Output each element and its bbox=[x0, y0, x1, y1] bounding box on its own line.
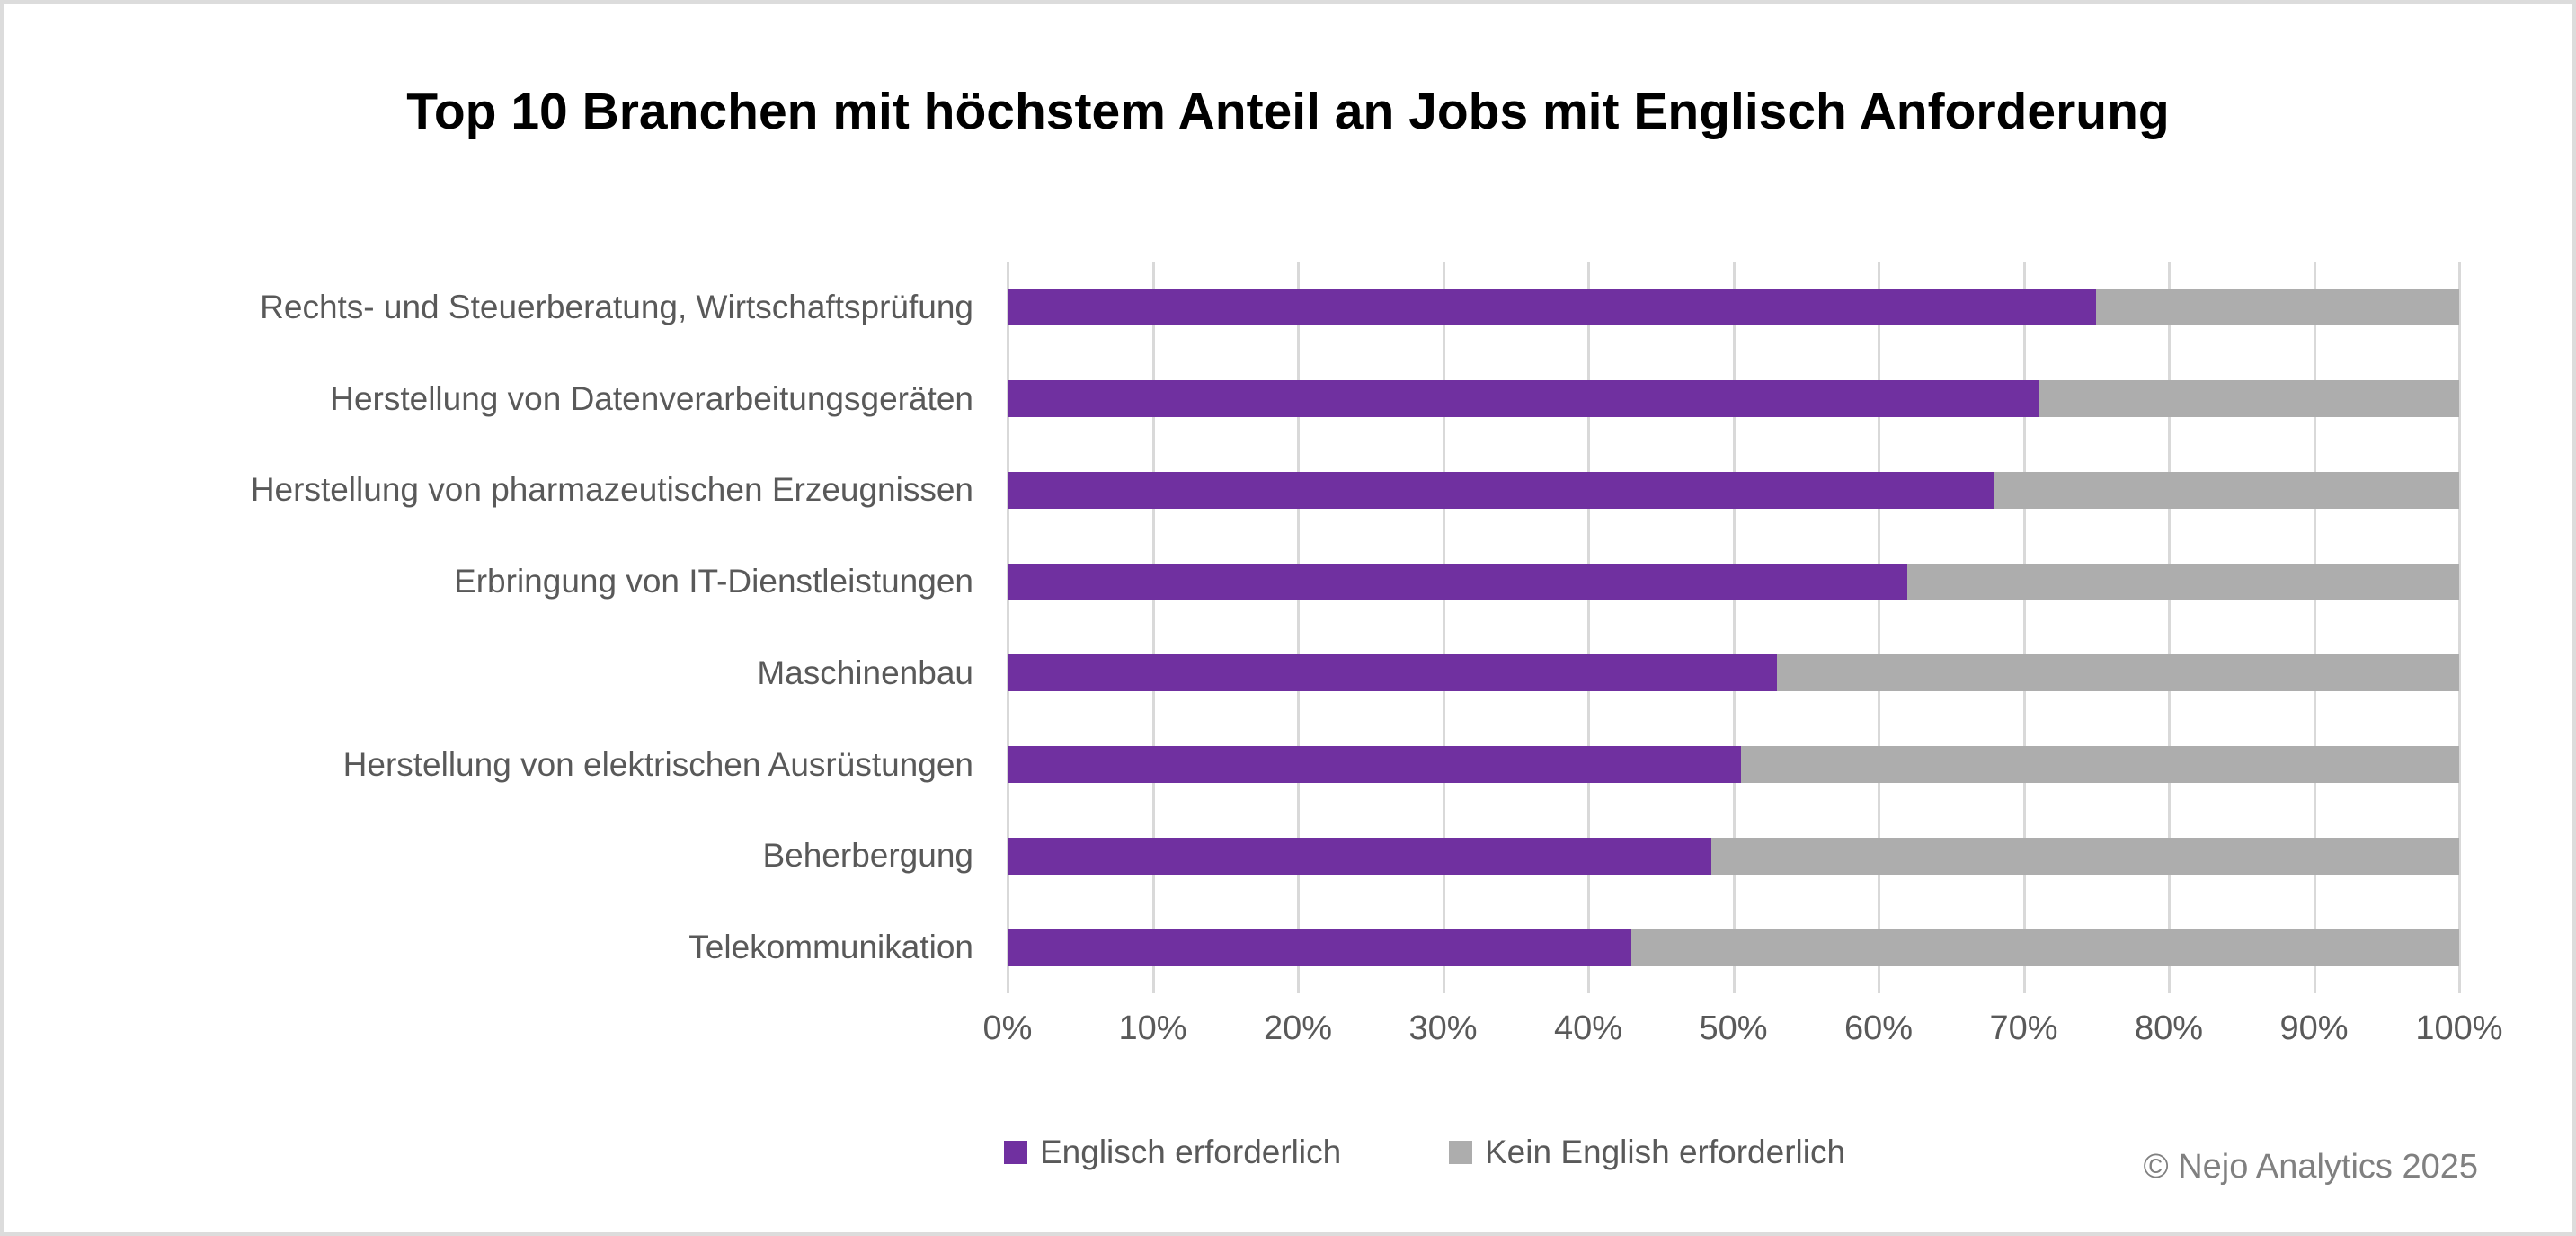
bar-track bbox=[1008, 471, 2459, 509]
x-tick-label: 30% bbox=[1408, 1009, 1478, 1047]
bar-segment-english-required bbox=[1008, 746, 1741, 784]
gridline bbox=[2313, 262, 2316, 993]
category-label: Rechts- und Steuerberatung, Wirtschaftsp… bbox=[260, 288, 973, 325]
bar-rows: Rechts- und Steuerberatung, Wirtschaftsp… bbox=[4, 262, 2459, 993]
gridline bbox=[1297, 262, 1300, 993]
plot-area bbox=[1007, 262, 2461, 993]
legend-swatch-icon bbox=[1449, 1141, 1472, 1164]
bar-segment-no-english-required bbox=[1740, 746, 2459, 784]
category-label: Herstellung von elektrischen Ausrüstunge… bbox=[342, 745, 973, 783]
bar-segment-english-required bbox=[1008, 929, 1632, 966]
gridline bbox=[1878, 262, 1880, 993]
copyright-note: © Nejo Analytics 2025 bbox=[2143, 1148, 2478, 1186]
gridline bbox=[2022, 262, 2026, 993]
bar-segment-english-required bbox=[1008, 380, 2039, 418]
bar-segment-english-required bbox=[1008, 837, 1712, 875]
category-label: Erbringung von IT-Dienstleistungen bbox=[454, 563, 973, 600]
bar-segment-english-required bbox=[1008, 563, 1908, 600]
legend-label: Englisch erforderlich bbox=[1040, 1134, 1342, 1170]
x-tick-label: 90% bbox=[2279, 1009, 2349, 1047]
bar-row: Telekommunikation bbox=[4, 902, 2459, 993]
bar-row: Herstellung von Datenverarbeitungsgeräte… bbox=[4, 353, 2459, 445]
bar-row: Herstellung von elektrischen Ausrüstunge… bbox=[4, 719, 2459, 811]
bar-track bbox=[1008, 837, 2459, 875]
bar-track bbox=[1008, 746, 2459, 784]
bar-row: Beherbergung bbox=[4, 811, 2459, 903]
gridline bbox=[2458, 262, 2461, 993]
x-tick-label: 50% bbox=[1699, 1009, 1768, 1047]
x-tick-label: 10% bbox=[1118, 1009, 1187, 1047]
chart-title: Top 10 Branchen mit höchstem Anteil an J… bbox=[406, 83, 2170, 140]
bar-segment-no-english-required bbox=[1776, 654, 2459, 692]
gridline bbox=[1007, 262, 1009, 993]
bar-segment-english-required bbox=[1008, 654, 1777, 692]
x-tick-label: 60% bbox=[1843, 1009, 1914, 1047]
x-tick-label: 0% bbox=[982, 1009, 1033, 1047]
bar-row: Erbringung von IT-Dienstleistungen bbox=[4, 536, 2459, 627]
bar-segment-no-english-required bbox=[1994, 471, 2459, 509]
gridline bbox=[2168, 262, 2171, 993]
x-tick-label: 70% bbox=[1989, 1009, 2058, 1047]
category-label: Herstellung von pharmazeutischen Erzeugn… bbox=[250, 471, 973, 509]
bar-segment-no-english-required bbox=[2038, 380, 2459, 418]
legend-label: Kein English erforderlich bbox=[1485, 1134, 1846, 1170]
x-tick-label: 100% bbox=[2415, 1009, 2503, 1047]
bar-row: Herstellung von pharmazeutischen Erzeugn… bbox=[4, 445, 2459, 537]
bar-segment-english-required bbox=[1008, 289, 2097, 326]
bar-segment-english-required bbox=[1008, 471, 1995, 509]
x-axis: 0% 10% 20% 30% 40% 50% 60% 70% 80% 90% 100% bbox=[983, 1009, 2503, 1054]
category-label: Maschinenbau bbox=[757, 654, 973, 691]
legend-item: Englisch erforderlich bbox=[1004, 1134, 1341, 1171]
gridline bbox=[1732, 262, 1736, 993]
gridline bbox=[1587, 262, 1590, 993]
gridline bbox=[1151, 262, 1155, 993]
bar-segment-no-english-required bbox=[1907, 563, 2459, 600]
bar-row: Maschinenbau bbox=[4, 627, 2459, 719]
legend-swatch-icon bbox=[1004, 1141, 1027, 1164]
bar-segment-no-english-required bbox=[2096, 289, 2459, 326]
x-tick-label: 20% bbox=[1263, 1009, 1333, 1047]
gridline bbox=[1442, 262, 1445, 993]
x-tick-label: 80% bbox=[2134, 1009, 2204, 1047]
bar-track bbox=[1008, 654, 2459, 692]
x-tick-label: 40% bbox=[1553, 1009, 1623, 1047]
bar-track bbox=[1008, 929, 2459, 966]
legend-item: Kein English erforderlich bbox=[1449, 1134, 1845, 1171]
bar-segment-no-english-required bbox=[1631, 929, 2459, 966]
bar-segment-no-english-required bbox=[1711, 837, 2459, 875]
category-label: Telekommunikation bbox=[688, 929, 973, 966]
legend: Englisch erforderlich Kein English erford… bbox=[4, 1134, 2572, 1173]
bar-track bbox=[1008, 289, 2459, 326]
bar-row: Rechts- und Steuerberatung, Wirtschaftsp… bbox=[4, 262, 2459, 353]
category-label: Beherbergung bbox=[762, 837, 973, 875]
bar-track bbox=[1008, 380, 2459, 418]
bar-track bbox=[1008, 563, 2459, 600]
category-label: Herstellung von Datenverarbeitungsgeräte… bbox=[330, 379, 973, 417]
